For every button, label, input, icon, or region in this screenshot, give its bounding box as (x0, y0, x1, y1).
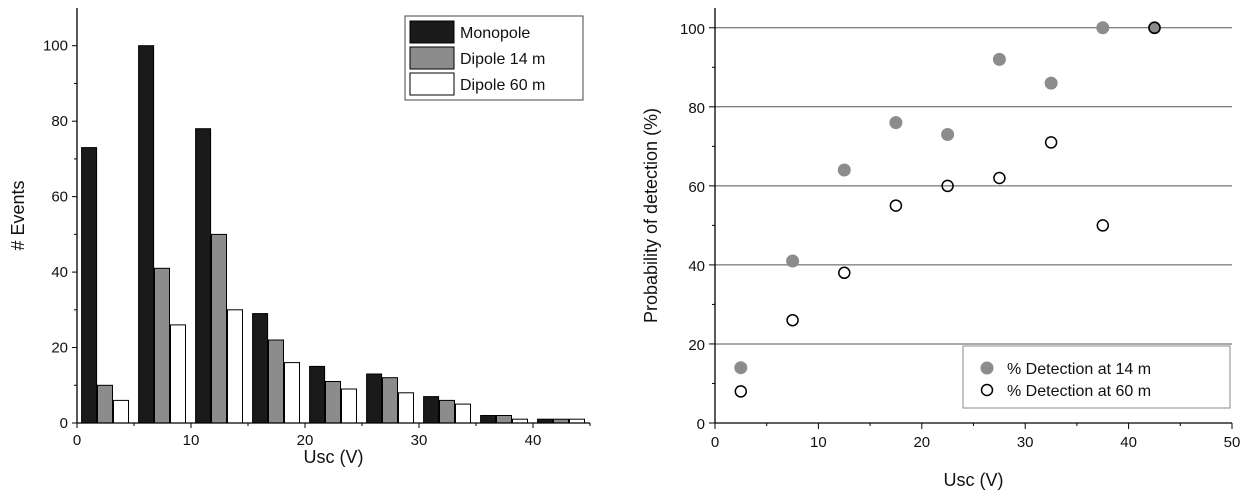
legend-marker-1 (980, 383, 994, 397)
point-1-4 (941, 179, 954, 193)
bar-2-4 (341, 388, 357, 424)
y-axis-label: # Events (8, 180, 28, 250)
x-tick-label: 0 (711, 434, 719, 451)
legend-swatch-1 (409, 46, 455, 70)
x-tick-label: 10 (183, 432, 200, 449)
x-tick-label: 10 (810, 434, 827, 451)
bar-0-2 (195, 128, 212, 424)
bars-group (81, 45, 585, 424)
legend-box (962, 345, 1231, 409)
bar-0-1 (138, 45, 155, 424)
bar-2-3 (284, 362, 300, 424)
x-axis-label: Usc (V) (944, 470, 1004, 490)
point-1-7 (1096, 219, 1110, 232)
point-0-7 (1096, 21, 1110, 35)
bar-1-0 (97, 384, 113, 424)
x-tick-label: 50 (1224, 434, 1241, 451)
bar-1-1 (154, 267, 170, 424)
legend-label-1: % Detection at 60 m (1007, 383, 1151, 400)
bar-2-5 (398, 392, 414, 424)
y-tick-label: 20 (688, 337, 705, 354)
y-tick-label: 80 (688, 100, 705, 117)
bar-0-0 (81, 147, 98, 424)
point-1-6 (1044, 136, 1058, 149)
y-tick-label: 40 (688, 258, 705, 275)
x-tick-label: 30 (1017, 434, 1034, 451)
legend-label-0: Monopole (460, 25, 530, 42)
bar-0-3 (252, 313, 269, 424)
y-tick-label: 80 (51, 113, 68, 130)
legend: Monopole Dipole 14 m Dipole 60 m (404, 15, 584, 101)
point-1-5 (993, 171, 1006, 185)
point-0-2 (837, 163, 851, 177)
bar-0-4 (309, 365, 326, 424)
point-0-4 (941, 128, 955, 141)
y-tick-label: 0 (697, 416, 705, 433)
point-0-6 (1044, 76, 1058, 90)
legend-label-2: Dipole 60 m (460, 77, 545, 94)
bar-0-5 (366, 373, 383, 424)
y-tick-label: 100 (680, 21, 705, 38)
point-1-2 (838, 266, 851, 280)
bar-1-3 (268, 339, 284, 424)
y-tick-label: 20 (51, 340, 68, 357)
x-tick-label: 40 (525, 432, 542, 449)
bar-1-7 (496, 415, 512, 424)
point-0-3 (889, 116, 903, 130)
x-tick-label: 20 (913, 434, 930, 451)
point-1-3 (889, 199, 903, 212)
y-axis-label: Probability of detection (%) (641, 108, 661, 323)
bar-1-4 (325, 381, 341, 424)
y-tick-label: 0 (60, 415, 68, 432)
bar-0-6 (423, 396, 440, 424)
y-tick-label: 60 (688, 179, 705, 196)
legend-marker-0 (980, 361, 994, 375)
y-tick-label: 40 (51, 264, 68, 281)
x-tick-label: 0 (73, 432, 81, 449)
x-axis-label: Usc (V) (304, 447, 364, 467)
point-0-1 (786, 254, 800, 268)
points-group (734, 21, 1161, 398)
point-1-1 (786, 313, 799, 327)
bar-2-0 (113, 399, 129, 424)
legend: % Detection at 14 m % Detection at 60 m (962, 345, 1231, 409)
bar-1-6 (439, 399, 455, 424)
bar-1-2 (211, 233, 227, 424)
x-tick-label: 20 (297, 432, 314, 449)
bar-2-2 (227, 309, 243, 424)
events-histogram-chart: 0 20 40 60 80 100 0 10 20 30 40 Usc (V) # Events Mono… (8, 8, 591, 467)
legend-label-0: % Detection at 14 m (1007, 361, 1151, 378)
detection-probability-chart: 0 20 40 60 80 100 0 10 20 30 40 50 Usc (V) Probabilit… (641, 8, 1241, 490)
point-1-8 (1148, 21, 1161, 35)
y-tick-label: 100 (43, 38, 68, 55)
bar-2-1 (170, 324, 186, 424)
bar-2-6 (455, 403, 471, 424)
x-tick-label: 30 (411, 432, 428, 449)
bar-1-5 (382, 377, 398, 424)
point-0-5 (992, 52, 1006, 66)
point-0-0 (734, 361, 748, 375)
bar-0-7 (480, 415, 497, 424)
y-tick-label: 60 (51, 189, 68, 206)
point-1-0 (734, 385, 748, 398)
legend-label-1: Dipole 14 m (460, 51, 545, 68)
x-tick-label: 40 (1120, 434, 1137, 451)
legend-swatch-0 (409, 20, 455, 44)
legend-swatch-2 (409, 72, 455, 96)
